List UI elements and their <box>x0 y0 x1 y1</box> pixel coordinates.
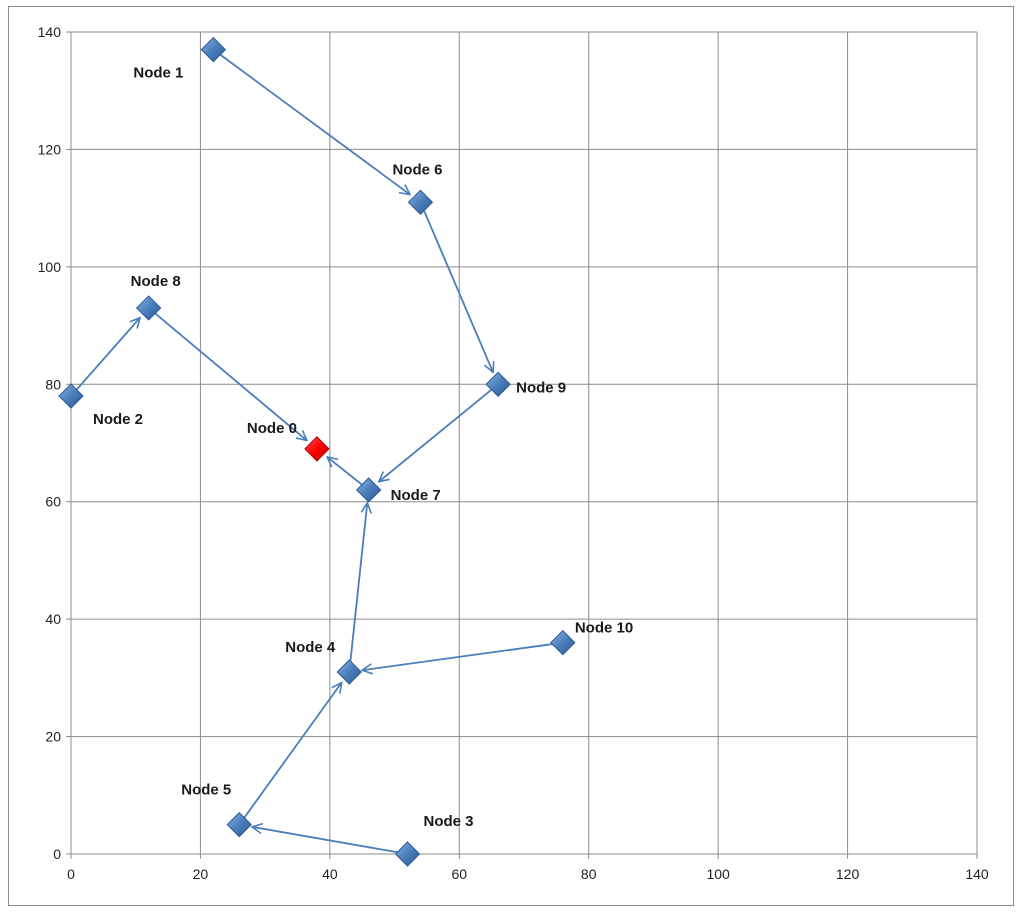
edge-n6-n9 <box>421 205 493 372</box>
y-tick-label-60: 60 <box>45 494 61 510</box>
node-label-n5: Node 5 <box>181 782 231 799</box>
x-tick-label-20: 20 <box>193 866 209 882</box>
node-label-n6: Node 6 <box>392 161 442 178</box>
edge-n4-n7 <box>348 503 368 669</box>
node-label-n10: Node 10 <box>575 620 633 637</box>
edge-n8-n0 <box>151 309 307 441</box>
node-label-n2: Node 2 <box>93 411 143 428</box>
node-marker-n8 <box>135 295 162 321</box>
grid <box>66 31 978 859</box>
scatter-chart: 0 20 40 60 80 100 120 140 0 20 40 60 80 100 120 140 Nod… <box>38 24 989 882</box>
y-tick-label-100: 100 <box>38 259 62 275</box>
node-marker-n0 <box>304 436 330 462</box>
y-tick-label-120: 120 <box>38 141 62 157</box>
x-tick-label-140: 140 <box>965 866 989 882</box>
node-label-n3: Node 3 <box>424 813 474 830</box>
edge-n10-n4 <box>362 642 559 670</box>
y-tick-label-140: 140 <box>38 24 62 40</box>
y-tick-label-40: 40 <box>45 611 61 627</box>
edge-n1-n6 <box>216 51 410 195</box>
y-tick-label-80: 80 <box>45 376 61 392</box>
x-tick-label-40: 40 <box>322 866 338 882</box>
x-tick-label-0: 0 <box>67 866 75 882</box>
node-marker-n7 <box>355 477 382 503</box>
y-tick-label-20: 20 <box>45 729 61 745</box>
node-label-n7: Node 7 <box>391 487 441 504</box>
edge-n2-n8 <box>72 318 140 394</box>
node-marker-n6 <box>407 189 434 215</box>
node-marker-n2 <box>58 383 84 409</box>
x-tick-label-120: 120 <box>836 866 860 882</box>
axis-ticks: 0 20 40 60 80 100 120 140 0 20 40 60 80 100 120 140 <box>38 24 989 882</box>
node-marker-n3 <box>394 841 421 867</box>
node-labels: Node 0 Node 1 Node 2 Node 3 Node 4 Node 5 Node… <box>93 65 633 830</box>
edge-n3-n5 <box>252 827 404 855</box>
edge-n9-n7 <box>379 386 496 482</box>
node-marker-n1 <box>200 36 227 63</box>
node-marker-n9 <box>485 371 511 397</box>
x-tick-label-100: 100 <box>706 866 730 882</box>
node-label-n4: Node 4 <box>285 639 336 656</box>
node-marker-n10 <box>550 629 576 656</box>
node-label-n9: Node 9 <box>516 379 566 396</box>
node-label-n0: Node 0 <box>247 420 297 437</box>
edge-n7-n0 <box>327 457 367 489</box>
edge-n5-n4 <box>240 683 342 822</box>
x-tick-label-60: 60 <box>451 866 467 882</box>
node-marker-n4 <box>336 659 362 685</box>
node-label-n1: Node 1 <box>133 65 183 82</box>
edges <box>72 51 559 855</box>
chart-frame: 0 20 40 60 80 100 120 140 0 20 40 60 80 100 120 140 Nod… <box>8 6 1014 906</box>
node-marker-n5 <box>226 811 252 838</box>
y-tick-label-0: 0 <box>53 846 61 862</box>
node-label-n8: Node 8 <box>131 273 181 290</box>
x-tick-label-80: 80 <box>581 866 597 882</box>
nodes <box>58 36 576 867</box>
